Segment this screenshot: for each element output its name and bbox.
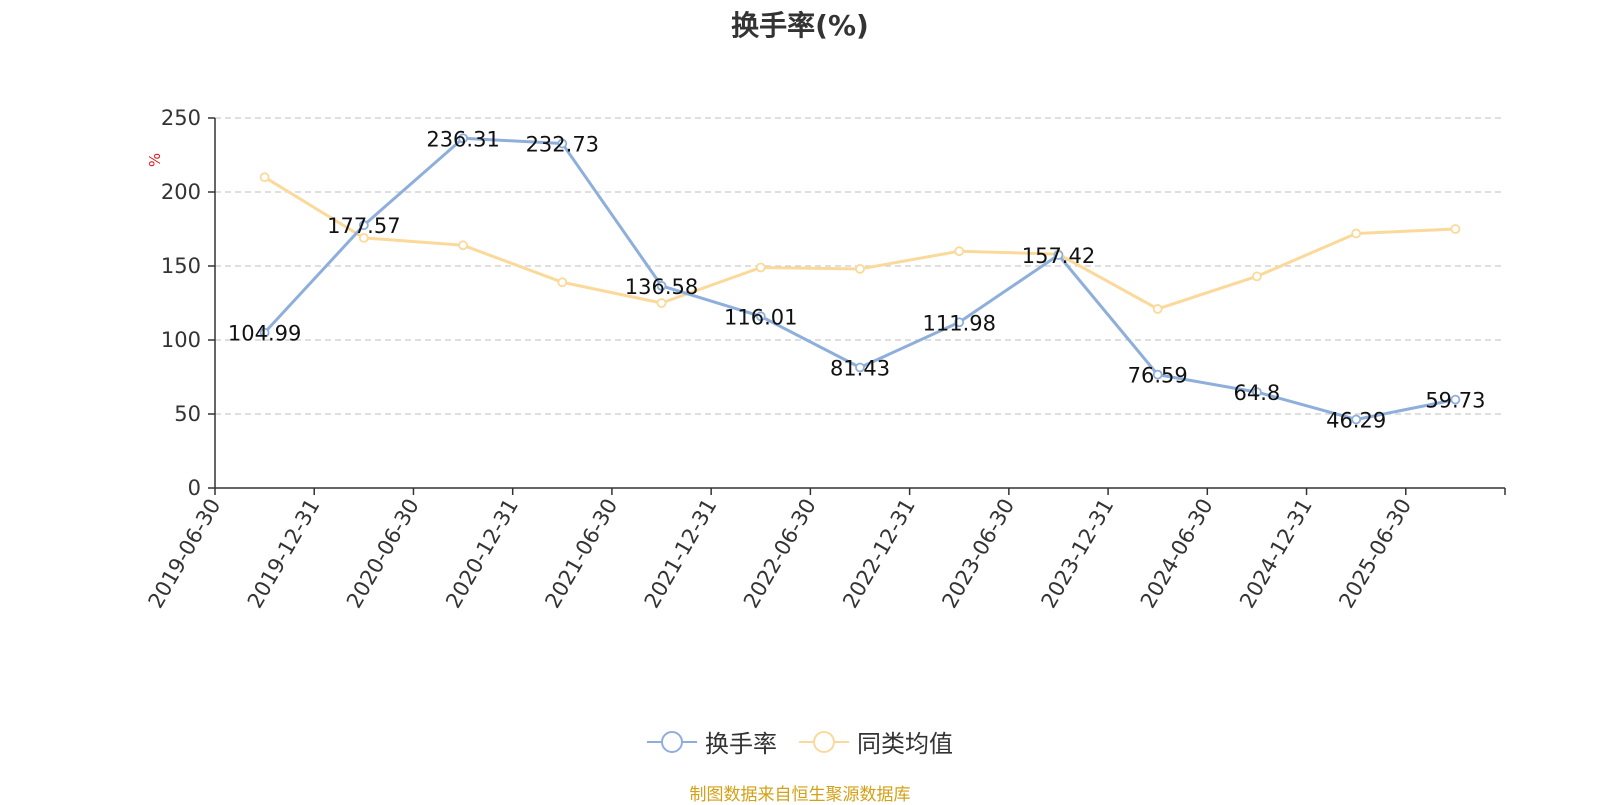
series-1-point-2021-06-30: [656, 280, 667, 291]
x-tick-label-2021-06-30: 2021-06-30: [540, 495, 622, 613]
series-1-point-2020-12-31: [557, 138, 568, 149]
legend-item-series-2[interactable]: 同类均值: [799, 724, 953, 759]
series-1-point-2021-12-31: [755, 311, 766, 322]
series-1-point-2020-06-30: [458, 133, 468, 144]
y-tick-label-200: 200: [161, 180, 201, 204]
x-tick-label-2022-06-30: 2022-06-30: [739, 495, 821, 613]
series-1-point-2019-06-30: [259, 327, 270, 338]
legend: 换手率 同类均值: [0, 724, 1600, 759]
x-tick-label-2019-12-31: 2019-12-31: [243, 495, 325, 613]
x-tick-label-2021-12-31: 2021-12-31: [640, 495, 722, 613]
data-label-2019-12-31: 177.57: [327, 214, 400, 238]
series-1-point-2022-06-30: [855, 362, 865, 373]
series-1-point-2024-06-30: [1252, 387, 1262, 397]
x-tick-label-2023-06-30: 2023-06-30: [937, 495, 1019, 613]
y-axis-unit: %: [146, 153, 164, 167]
legend-swatch-series-1: [647, 729, 697, 755]
data-label-2023-06-30: 157.42: [1022, 244, 1095, 268]
series-2-point-2022-06-30: [855, 264, 865, 274]
data-label-2025-06-30: 59.73: [1425, 389, 1485, 413]
data-label-2022-06-30: 81.43: [830, 356, 890, 380]
y-tick-label-250: 250: [161, 106, 201, 130]
series-1-point-2023-06-30: [1053, 250, 1064, 260]
x-tick-label-2024-06-30: 2024-06-30: [1136, 495, 1218, 613]
x-tick-label-2022-12-31: 2022-12-31: [838, 495, 920, 613]
data-label-2022-12-31: 111.98: [922, 311, 995, 335]
data-label-2024-06-30: 64.8: [1234, 381, 1281, 405]
x-tick-label-2023-12-31: 2023-12-31: [1037, 495, 1119, 613]
x-tick-label-2020-12-31: 2020-12-31: [441, 495, 523, 613]
series-1-point-2019-12-31: [358, 220, 369, 231]
series-2-point-2021-12-31: [755, 262, 766, 273]
x-tick-label-2024-12-31: 2024-12-31: [1235, 495, 1317, 613]
chart-title: 换手率(%): [731, 9, 869, 42]
legend-item-series-1[interactable]: 换手率: [647, 724, 777, 759]
data-label-2021-06-30: 136.58: [625, 275, 698, 299]
data-label-2023-12-31: 76.59: [1128, 364, 1188, 388]
series-line-2: [263, 175, 1456, 311]
y-tick-label-0: 0: [188, 476, 201, 500]
series-2-point-2023-12-31: [1152, 304, 1163, 314]
data-label-2019-06-30: 104.99: [228, 322, 301, 346]
source-note: 制图数据来自恒生聚源数据库: [689, 785, 911, 805]
series-1-point-2022-12-31: [954, 317, 965, 328]
x-tick-label-2025-06-30: 2025-06-30: [1334, 495, 1416, 613]
y-tick-label-50: 50: [174, 402, 201, 426]
series-2-point-2019-06-30: [259, 172, 270, 183]
y-tick-label-100: 100: [161, 328, 201, 352]
legend-swatch-series-2: [799, 729, 849, 755]
data-label-2020-06-30: 236.31: [426, 127, 499, 151]
series-2-point-2022-12-31: [954, 246, 965, 257]
series-1-point-2025-06-30: [1450, 394, 1461, 405]
series-2-point-2024-12-31: [1351, 228, 1362, 239]
data-label-2024-12-31: 46.29: [1326, 408, 1386, 432]
series-2-point-2025-06-30: [1450, 224, 1461, 234]
x-tick-label-2020-06-30: 2020-06-30: [342, 495, 424, 613]
data-label-2021-12-31: 116.01: [724, 305, 797, 329]
legend-label-series-1: 换手率: [705, 730, 777, 758]
series-2-point-2020-06-30: [458, 240, 468, 251]
series-2-point-2019-12-31: [358, 232, 369, 243]
y-tick-label-150: 150: [161, 254, 201, 278]
series-2-point-2020-12-31: [557, 277, 568, 288]
series-2-point-2024-06-30: [1252, 271, 1262, 282]
series-1-point-2024-12-31: [1351, 414, 1362, 425]
series-1-point-2023-12-31: [1152, 369, 1163, 380]
legend-label-series-2: 同类均值: [857, 730, 953, 758]
data-label-2020-12-31: 232.73: [526, 133, 599, 157]
x-tick-label-2019-06-30: 2019-06-30: [144, 495, 226, 613]
series-2-point-2021-06-30: [656, 298, 667, 308]
